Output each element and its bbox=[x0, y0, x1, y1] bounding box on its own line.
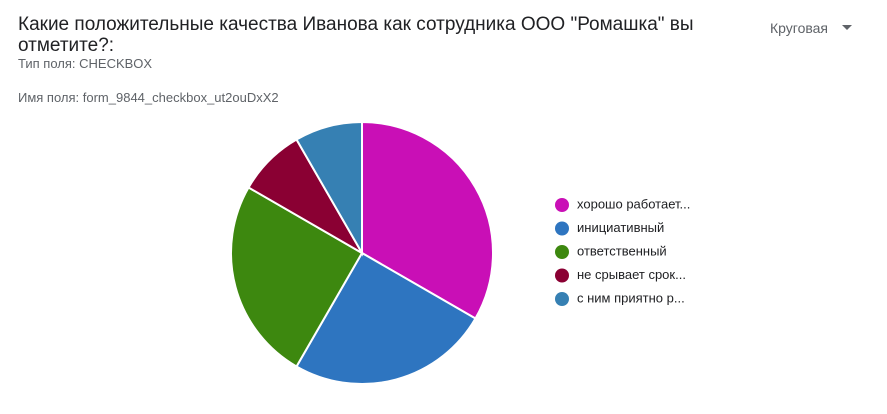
legend-label: не срывает срок... bbox=[577, 267, 686, 282]
pie-slice bbox=[295, 251, 477, 385]
legend-label: хорошо работает... bbox=[577, 196, 690, 211]
legend-swatch bbox=[555, 245, 569, 259]
dropdown-label: Круговая bbox=[770, 20, 829, 36]
legend-swatch bbox=[555, 198, 569, 212]
field-name: Имя поля: form_9844_checkbox_ut2ouDxX2 bbox=[18, 90, 279, 105]
legend-swatch bbox=[555, 221, 569, 236]
legend-label: с ним приятно р... bbox=[577, 290, 685, 305]
dropdown-arrow bbox=[842, 25, 853, 30]
legend-label: инициативный bbox=[577, 220, 664, 235]
pie-slice bbox=[361, 120, 494, 320]
legend-swatch bbox=[555, 268, 569, 283]
pie-slice bbox=[295, 120, 363, 257]
legend-label: ответственный bbox=[577, 243, 667, 258]
question-title: Какие положительные качества Иванова как… bbox=[18, 14, 694, 56]
legend-swatch bbox=[555, 292, 569, 306]
field-type: Тип поля: CHECKBOX bbox=[18, 56, 153, 71]
pie-slice bbox=[230, 186, 364, 368]
chart-type-dropdown[interactable]: Круговая bbox=[770, 20, 853, 36]
